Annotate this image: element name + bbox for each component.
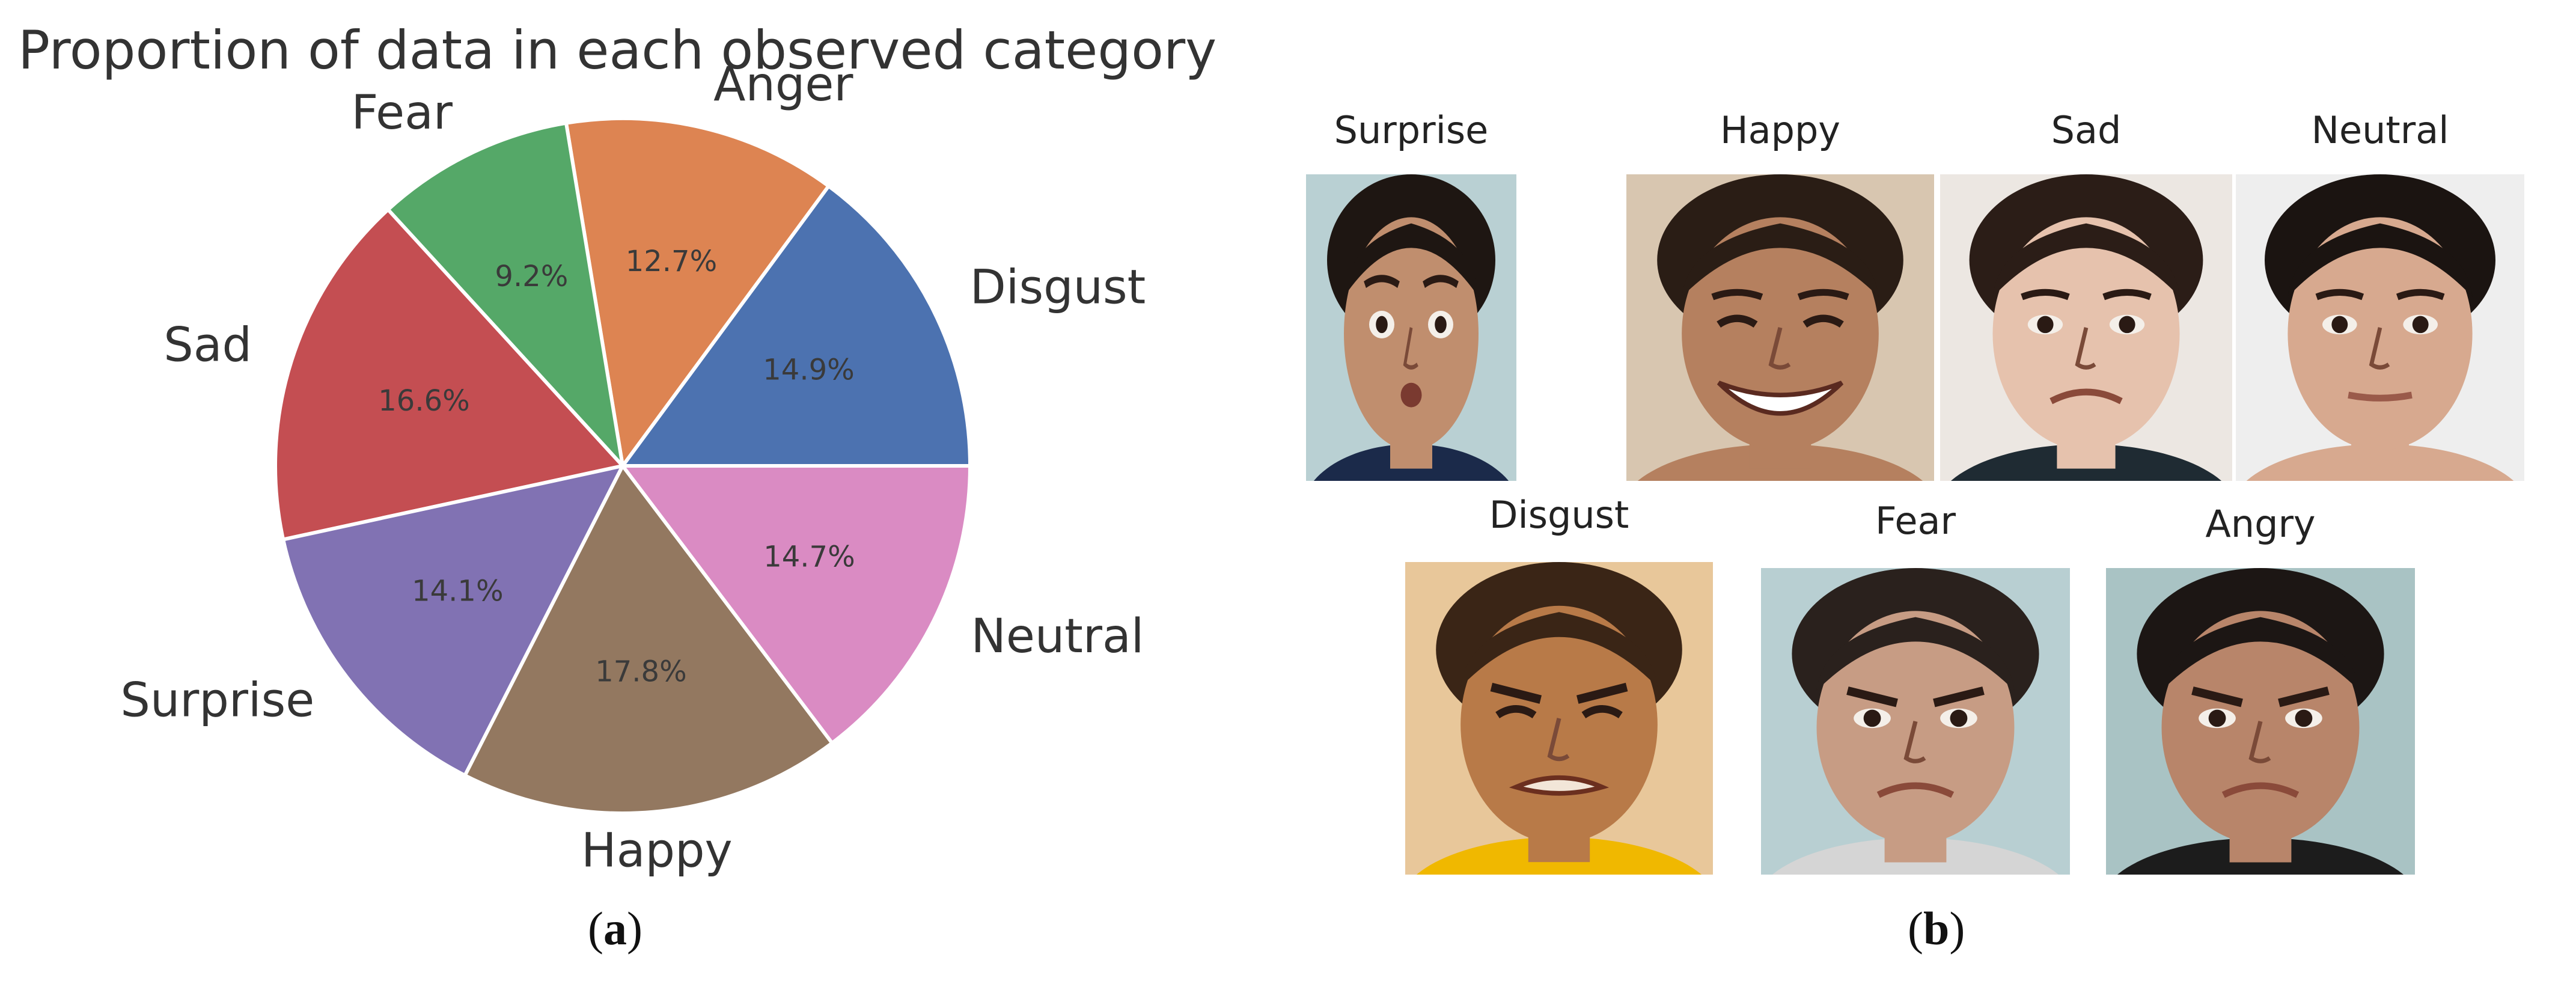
face-example-surprise: Surprise [1306, 108, 1516, 481]
pie-slice-sad [273, 207, 626, 542]
pie-slice-disgust [619, 183, 972, 468]
pie-percent-label-neutral: 14.7% [763, 540, 855, 574]
panel-label-b: (b) [1908, 902, 1965, 955]
pie-category-label-fear: Fear [352, 86, 453, 140]
panel-a-pie-chart: Proportion of data in each observed cate… [0, 0, 1250, 984]
pie-category-label-surprise: Surprise [120, 674, 314, 728]
face-example-angry: Angry [2106, 502, 2415, 875]
pie-slice-surprise [281, 463, 626, 778]
chart-title: Proportion of data in each observed cate… [18, 19, 1217, 81]
face-example-sad: Sad [1940, 108, 2232, 481]
face-example-disgust: Disgust [1405, 493, 1713, 875]
child-face-photo-happy [1626, 174, 1934, 481]
pie-category-label-disgust: Disgust [970, 260, 1146, 314]
pie-slices [273, 117, 972, 815]
child-face-photo-fear [1761, 568, 2070, 875]
pie-percent-label-sad: 16.6% [378, 384, 469, 418]
panel-label-a: (a) [588, 902, 642, 955]
pie-percent-labels: 14.9% 12.7% 9.2% 16.6% 14.1% 17.8% 14.7% [378, 245, 855, 689]
pie-slice-fear [385, 121, 626, 472]
face-label-disgust: Disgust [1489, 493, 1629, 537]
face-label-happy: Happy [1720, 108, 1841, 152]
pie-percent-label-disgust: 14.9% [763, 353, 854, 387]
child-face-photo-disgust [1405, 562, 1713, 875]
child-face-photo-neutral [2236, 174, 2524, 481]
pie-category-label-anger: Anger [713, 58, 853, 112]
child-face-photo-surprise [1306, 174, 1516, 481]
pie-slice-anger [564, 117, 831, 471]
panel-b-face-examples: Surprise Happy Sad Neutral Disgust Fear Angry … [1250, 0, 2576, 984]
pie-category-labels: Disgust Anger Fear Sad Surprise Happy Neutral [120, 58, 1146, 878]
pie-slice-neutral [618, 464, 972, 746]
child-face-photo-sad [1940, 174, 2232, 481]
child-face-photo-angry [2106, 568, 2415, 875]
face-label-surprise: Surprise [1334, 108, 1489, 152]
face-example-neutral: Neutral [2236, 108, 2524, 481]
pie-category-label-sad: Sad [163, 318, 252, 372]
face-label-fear: Fear [1875, 499, 1956, 543]
pie-percent-label-fear: 9.2% [495, 260, 568, 293]
pie-chart: 14.9% 12.7% 9.2% 16.6% 14.1% 17.8% 14.7% Disgu… [120, 58, 1146, 878]
face-example-fear: Fear [1761, 499, 2070, 875]
face-label-neutral: Neutral [2311, 108, 2449, 152]
face-label-sad: Sad [2051, 108, 2122, 152]
pie-percent-label-anger: 12.7% [626, 245, 717, 278]
face-example-happy: Happy [1626, 108, 1934, 481]
pie-percent-label-surprise: 14.1% [412, 575, 503, 608]
pie-percent-label-happy: 17.8% [595, 655, 686, 688]
pie-slice-happy [462, 462, 835, 815]
pie-category-label-happy: Happy [581, 824, 733, 878]
pie-category-label-neutral: Neutral [971, 610, 1144, 664]
face-label-angry: Angry [2205, 502, 2316, 546]
